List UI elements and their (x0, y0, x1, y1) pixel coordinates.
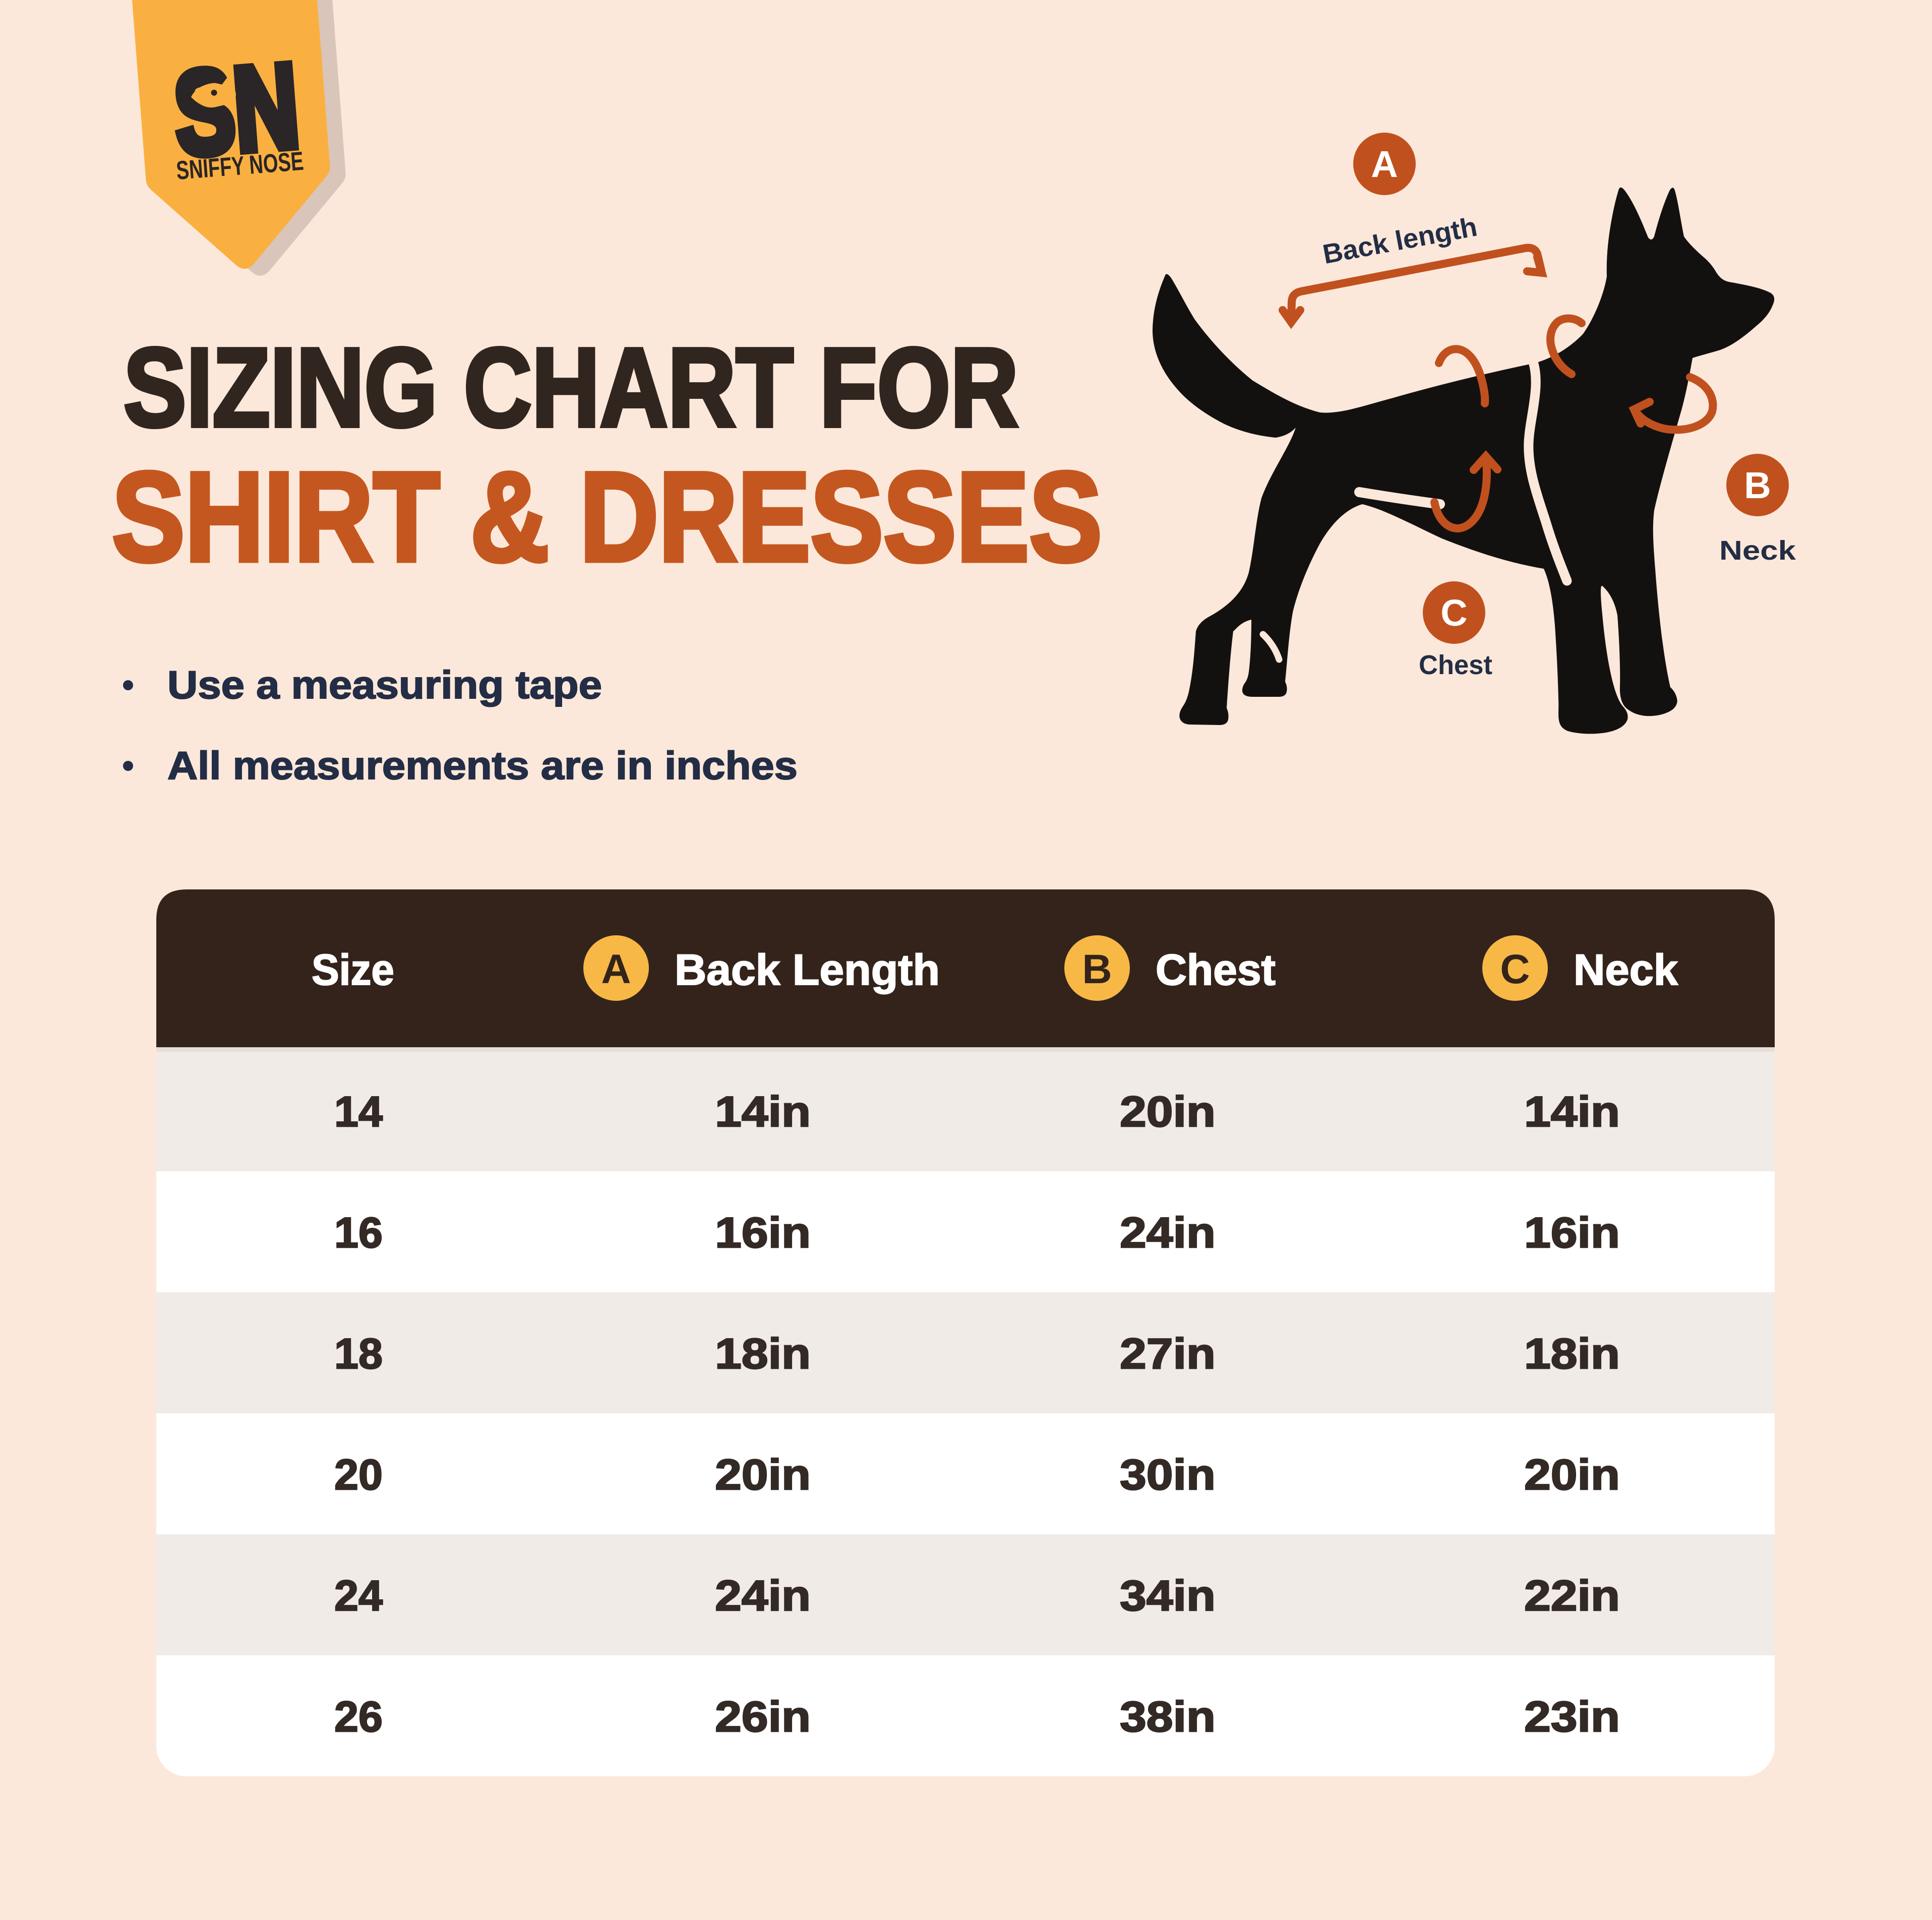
svg-text:SN: SN (170, 39, 303, 181)
svg-text:18: 18 (334, 1330, 383, 1378)
svg-text:16in: 16in (1524, 1209, 1620, 1257)
svg-text:34in: 34in (1120, 1572, 1216, 1620)
svg-text:Back Length: Back Length (675, 946, 940, 994)
svg-text:26: 26 (334, 1693, 383, 1741)
svg-text:26in: 26in (715, 1693, 811, 1741)
svg-text:14: 14 (334, 1088, 383, 1136)
svg-text:18in: 18in (715, 1330, 811, 1378)
svg-text:24: 24 (334, 1572, 383, 1620)
svg-text:All measurements are in inches: All measurements are in inches (167, 743, 798, 788)
svg-text:Chest: Chest (1419, 650, 1492, 680)
svg-text:Neck: Neck (1574, 946, 1678, 994)
svg-text:A: A (1371, 143, 1398, 185)
svg-text:SHIRT & DRESSES: SHIRT & DRESSES (112, 446, 1102, 588)
svg-text:Size: Size (312, 946, 394, 994)
svg-text:Use a measuring tape: Use a measuring tape (167, 663, 602, 707)
svg-text:22in: 22in (1524, 1572, 1620, 1620)
svg-text:B: B (1744, 464, 1771, 506)
svg-text:16: 16 (334, 1209, 383, 1257)
svg-text:24in: 24in (1120, 1209, 1216, 1257)
svg-text:Chest: Chest (1156, 946, 1276, 994)
svg-text:Neck: Neck (1719, 535, 1796, 566)
svg-text:16in: 16in (715, 1209, 811, 1257)
svg-text:A: A (601, 946, 631, 992)
svg-text:20in: 20in (1120, 1088, 1216, 1136)
svg-text:20in: 20in (715, 1451, 811, 1499)
svg-text:B: B (1082, 946, 1112, 992)
svg-text:23in: 23in (1524, 1693, 1620, 1741)
svg-text:14in: 14in (1524, 1088, 1620, 1136)
svg-text:30in: 30in (1120, 1451, 1216, 1499)
svg-text:SIZING CHART FOR: SIZING CHART FOR (124, 325, 1018, 450)
svg-text:24in: 24in (715, 1572, 811, 1620)
svg-text:C: C (1440, 592, 1467, 634)
svg-text:18in: 18in (1524, 1330, 1620, 1378)
svg-text:20in: 20in (1524, 1451, 1620, 1499)
svg-text:C: C (1500, 946, 1530, 992)
svg-text:14in: 14in (715, 1088, 811, 1136)
svg-text:38in: 38in (1120, 1693, 1216, 1741)
svg-text:20: 20 (334, 1451, 383, 1499)
svg-text:27in: 27in (1120, 1330, 1216, 1378)
